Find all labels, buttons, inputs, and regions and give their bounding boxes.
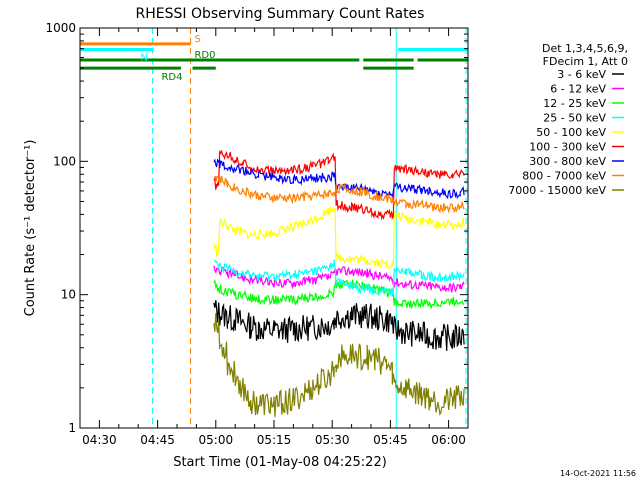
legend-label: 7000 - 15000 keV [508,184,606,197]
legend-header-line: FDecim 1, Att 0 [543,55,628,68]
series-line-6-12-kev [213,265,465,293]
series-25-50-kev [213,259,465,298]
legend-entry-3-6-kev: 3 - 6 keV [557,68,624,81]
x-axis-label: Start Time (01-May-08 04:25:22) [173,455,387,470]
series-50-100-kev [213,206,465,270]
series-line-7000-15000-kev [213,313,465,418]
status-label-s: S [194,34,200,45]
legend-entry-7000-15000-kev: 7000 - 15000 keV [508,184,624,197]
timestamp: 14-Oct-2021 11:56 [560,469,636,478]
status-bars: S N RD0 RD4 [80,34,468,83]
legend-entry-100-300-kev: 100 - 300 keV [529,141,624,154]
x-tick-label: 05:30 [315,433,350,447]
status-label-rd0: RD0 [194,50,215,61]
status-label-n: N [140,52,147,63]
series-7000-15000-kev [213,313,465,418]
legend-entry-12-25-kev: 12 - 25 keV [543,97,624,110]
x-tick-label: 06:00 [431,433,466,447]
series-line-12-25-kev [213,278,465,310]
series-line-25-50-kev [213,259,465,298]
series-line-100-300-kev [213,149,465,221]
series-3-6-kev [213,300,465,351]
x-tick-label: 04:30 [82,433,117,447]
series-line-50-100-kev [213,206,465,270]
x-tick-label: 05:00 [199,433,234,447]
legend-label: 800 - 7000 keV [522,170,606,183]
series-800-7000-kev [213,175,465,214]
series-100-300-kev [213,149,465,221]
status-label-rd4: RD4 [161,72,182,83]
y-tick-label: 1 [68,421,76,435]
legend-label: 300 - 800 keV [529,155,606,168]
legend-entry-800-7000-kev: 800 - 7000 keV [522,170,624,183]
legend-entry-6-12-kev: 6 - 12 keV [550,83,624,96]
series-line-300-800-kev [213,158,465,200]
y-axis-label: Count Rate (s⁻¹ detector⁻¹) [23,140,38,317]
y-tick-label: 10 [61,288,76,302]
chart-title: RHESSI Observing Summary Count Rates [136,6,425,22]
series-300-800-kev [213,158,465,200]
legend-label: 25 - 50 keV [543,112,606,125]
legend: Det 1,3,4,5,6,9,FDecim 1, Att 03 - 6 keV… [508,42,628,197]
series-line-3-6-kev [213,300,465,351]
x-tick-label: 05:45 [373,433,408,447]
data-series [213,149,465,418]
x-tick-label: 04:45 [140,433,175,447]
series-12-25-kev [213,278,465,310]
legend-entry-50-100-kev: 50 - 100 keV [536,126,624,139]
x-tick-label: 05:15 [257,433,292,447]
legend-header-line: Det 1,3,4,5,6,9, [542,42,628,55]
legend-entry-300-800-kev: 300 - 800 keV [529,155,624,168]
y-tick-label: 100 [53,154,76,168]
legend-label: 6 - 12 keV [550,83,606,96]
legend-label: 50 - 100 keV [536,126,606,139]
axis-ticks: 04:30 04:45 05:00 05:15 05:30 05:45 06:00 1 10 10… [45,21,469,447]
legend-entry-25-50-kev: 25 - 50 keV [543,112,624,125]
legend-label: 12 - 25 keV [543,97,606,110]
legend-label: 100 - 300 keV [529,141,606,154]
y-tick-label: 1000 [45,21,76,35]
legend-label: 3 - 6 keV [557,68,606,81]
series-6-12-kev [213,265,465,293]
series-line-800-7000-kev [213,175,465,214]
